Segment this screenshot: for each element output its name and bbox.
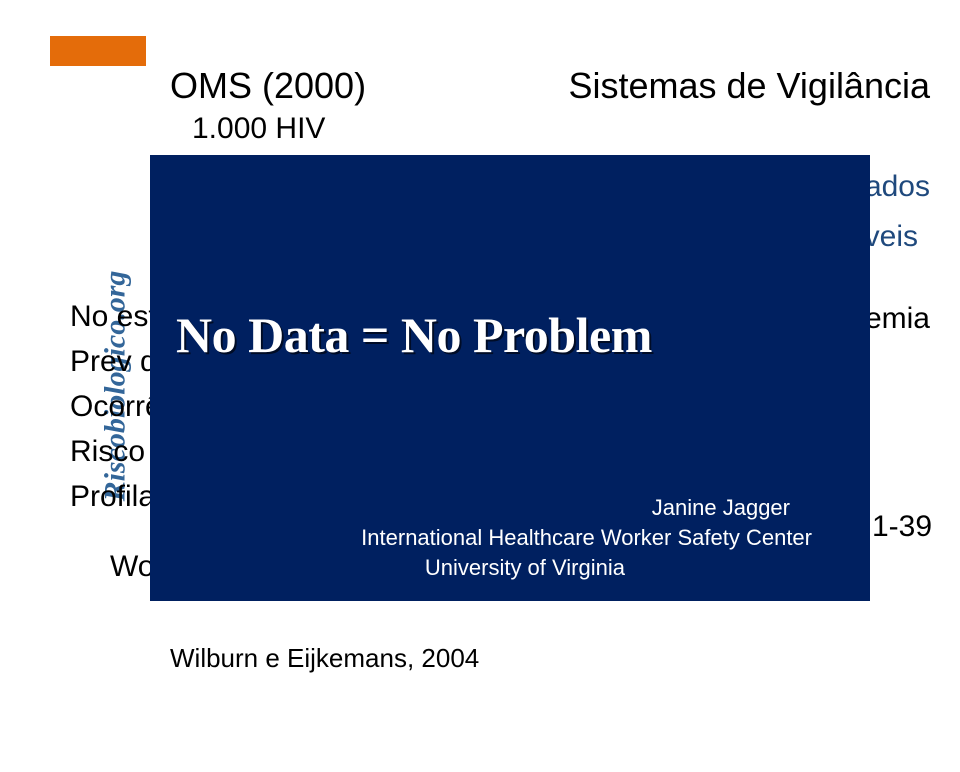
- fragment-right-num: 1-39: [872, 510, 932, 544]
- overlay-title: No Data = No Problem No Data = No Proble…: [176, 306, 652, 364]
- accent-bar: [50, 36, 146, 66]
- header-sub: 1.000 HIV: [192, 112, 325, 146]
- slide: Riscobiologico.org OMS (2000) Sistemas d…: [0, 0, 960, 772]
- fragment-veis: veis: [865, 220, 918, 254]
- overlay-attrib-3: University of Virginia: [425, 555, 625, 581]
- header-right: Sistemas de Vigilância: [568, 65, 930, 107]
- overlay-title-front: No Data = No Problem: [176, 307, 652, 363]
- left-frag-3: Ocorrê: [70, 390, 162, 424]
- citation-2: Wilburn e Eijkemans, 2004: [170, 643, 479, 674]
- overlay-attrib-1: Janine Jagger: [652, 495, 790, 521]
- overlay-attrib-2: International Healthcare Worker Safety C…: [361, 525, 812, 551]
- header-left: OMS (2000): [170, 65, 366, 107]
